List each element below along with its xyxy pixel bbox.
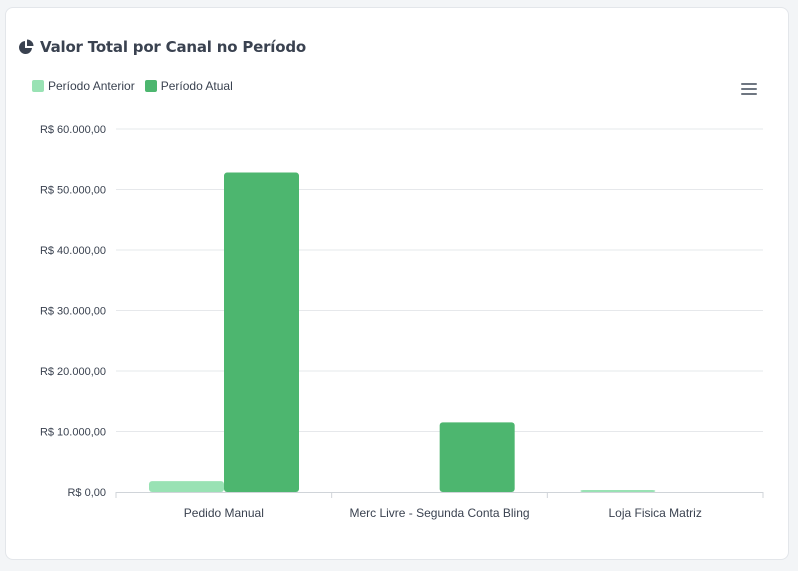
y-tick-label: R$ 50.000,00	[40, 185, 106, 197]
y-tick-label: R$ 60.000,00	[40, 124, 106, 136]
y-tick-label: R$ 10.000,00	[40, 427, 106, 439]
y-tick-label: R$ 20.000,00	[40, 366, 106, 378]
y-tick-label: R$ 30.000,00	[40, 306, 106, 318]
pie-chart-icon	[19, 39, 34, 54]
y-tick-label: R$ 0,00	[67, 487, 106, 499]
chart-card	[5, 7, 789, 560]
legend-item-current[interactable]: Período Atual	[144, 79, 233, 93]
bar-previous	[580, 490, 656, 492]
legend-swatch-current	[144, 80, 157, 92]
chart-title: Valor Total por Canal no Período	[40, 38, 306, 56]
bar-current	[224, 172, 299, 492]
chart-legend: Período Anterior Período Atual	[32, 79, 233, 93]
bar-previous	[149, 481, 224, 492]
card-header: Valor Total por Canal no Período	[18, 36, 306, 58]
x-category-label: Loja Fisica Matriz	[608, 506, 701, 520]
bar-current	[439, 422, 515, 492]
y-tick-label: R$ 40.000,00	[40, 245, 106, 257]
legend-item-previous[interactable]: Período Anterior	[32, 79, 135, 93]
legend-label-previous: Período Anterior	[48, 79, 135, 93]
legend-swatch-previous	[32, 80, 44, 92]
hamburger-menu-icon[interactable]	[741, 83, 757, 97]
x-category-label: Pedido Manual	[184, 506, 264, 520]
x-category-label: Merc Livre - Segunda Conta Bling	[349, 506, 529, 520]
legend-label-current: Período Atual	[160, 79, 233, 93]
